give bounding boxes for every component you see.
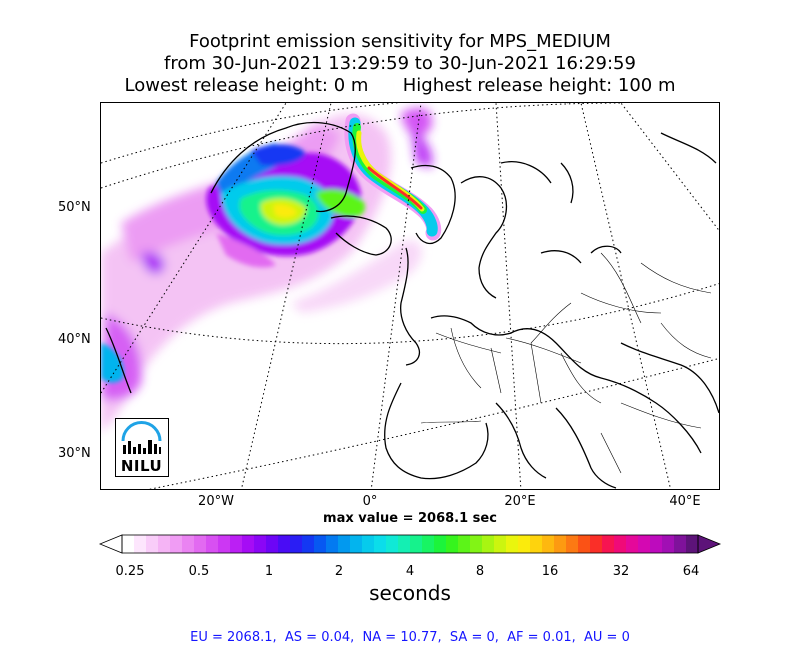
title-line-1: Footprint emission sensitivity for MPS_M… bbox=[189, 31, 611, 52]
colorbar-frame bbox=[121, 534, 699, 554]
colorbar-cell bbox=[422, 535, 435, 553]
colorbar-tick: 64 bbox=[682, 564, 700, 579]
nilu-emblem-icon bbox=[121, 421, 162, 454]
lat-label-30n: 30°N bbox=[58, 446, 91, 461]
colorbar-cell bbox=[602, 535, 615, 553]
lon-label-20e: 20°E bbox=[504, 494, 536, 509]
colorbar-cell bbox=[194, 535, 207, 553]
colorbar-cell bbox=[254, 535, 267, 553]
lon-label-20w: 20°W bbox=[198, 494, 234, 509]
colorbar bbox=[98, 534, 722, 554]
colorbar-cell bbox=[302, 535, 315, 553]
colorbar-tick: 0.25 bbox=[115, 564, 145, 579]
colorbar-cell bbox=[338, 535, 351, 553]
sensitivity-field bbox=[101, 108, 442, 434]
colorbar-cell bbox=[614, 535, 627, 553]
colorbar-cell bbox=[578, 535, 591, 553]
nilu-logo: NILU bbox=[115, 418, 169, 477]
colorbar-cell bbox=[446, 535, 459, 553]
colorbar-cell bbox=[674, 535, 687, 553]
region-stats: EU = 2068.1, AS = 0.04, NA = 10.77, SA =… bbox=[190, 630, 630, 645]
colorbar-tick: 0.5 bbox=[188, 564, 210, 579]
colorbar-cell bbox=[134, 535, 147, 553]
colorbar-cell bbox=[482, 535, 495, 553]
colorbar-cell bbox=[458, 535, 471, 553]
colorbar-cell bbox=[434, 535, 447, 553]
colorbar-cell bbox=[170, 535, 183, 553]
max-value-label: max value = 2068.1 sec bbox=[323, 511, 497, 526]
colorbar-tick: 32 bbox=[612, 564, 630, 579]
colorbar-cell bbox=[638, 535, 651, 553]
colorbar-tick: 1 bbox=[264, 564, 274, 579]
colorbar-cell bbox=[542, 535, 555, 553]
colorbar-cell bbox=[686, 535, 699, 553]
colorbar-cell bbox=[230, 535, 243, 553]
colorbar-cell bbox=[626, 535, 639, 553]
colorbar-cell bbox=[494, 535, 507, 553]
colorbar-cell bbox=[518, 535, 531, 553]
title-line-3: Lowest release height: 0 m Highest relea… bbox=[124, 75, 676, 96]
lat-label-50n: 50°N bbox=[58, 200, 91, 215]
colorbar-cell bbox=[182, 535, 195, 553]
colorbar-cell bbox=[530, 535, 543, 553]
colorbar-cell bbox=[278, 535, 291, 553]
colorbar-cell bbox=[374, 535, 387, 553]
colorbar-cell bbox=[266, 535, 279, 553]
colorbar-cell bbox=[146, 535, 159, 553]
colorbar-cell bbox=[206, 535, 219, 553]
colorbar-cell bbox=[506, 535, 519, 553]
colorbar-cell bbox=[290, 535, 303, 553]
colorbar-cell bbox=[350, 535, 363, 553]
footprint-map bbox=[100, 102, 720, 490]
colorbar-cell bbox=[470, 535, 483, 553]
nilu-logo-text: NILU bbox=[120, 457, 163, 475]
country-borders bbox=[420, 252, 712, 474]
colorbar-tick: 4 bbox=[405, 564, 415, 579]
colorbar-cell bbox=[398, 535, 411, 553]
lon-label-40e: 40°E bbox=[669, 494, 701, 509]
colorbar-tick: 2 bbox=[334, 564, 344, 579]
colorbar-cell bbox=[218, 535, 231, 553]
colorbar-tick: 8 bbox=[475, 564, 485, 579]
colorbar-cell bbox=[650, 535, 663, 553]
coastlines bbox=[105, 121, 719, 489]
colorbar-cell bbox=[566, 535, 579, 553]
lon-label-0: 0° bbox=[362, 494, 378, 509]
colorbar-cell bbox=[554, 535, 567, 553]
colorbar-cell bbox=[326, 535, 339, 553]
colorbar-max-extend bbox=[697, 534, 722, 554]
title-line-2: from 30-Jun-2021 13:29:59 to 30-Jun-2021… bbox=[164, 53, 636, 74]
colorbar-cell bbox=[590, 535, 603, 553]
colorbar-min-extend bbox=[98, 534, 123, 554]
colorbar-cell bbox=[314, 535, 327, 553]
colorbar-cell bbox=[662, 535, 675, 553]
colorbar-cell bbox=[122, 535, 135, 553]
map-canvas bbox=[101, 103, 719, 489]
colorbar-cell bbox=[386, 535, 399, 553]
colorbar-cell bbox=[410, 535, 423, 553]
colorbar-tick: 16 bbox=[541, 564, 559, 579]
colorbar-unit-label: seconds bbox=[369, 581, 451, 605]
colorbar-cell bbox=[362, 535, 375, 553]
colorbar-cell bbox=[242, 535, 255, 553]
colorbar-cell bbox=[158, 535, 171, 553]
graticule bbox=[101, 103, 719, 489]
lat-label-40n: 40°N bbox=[58, 332, 91, 347]
